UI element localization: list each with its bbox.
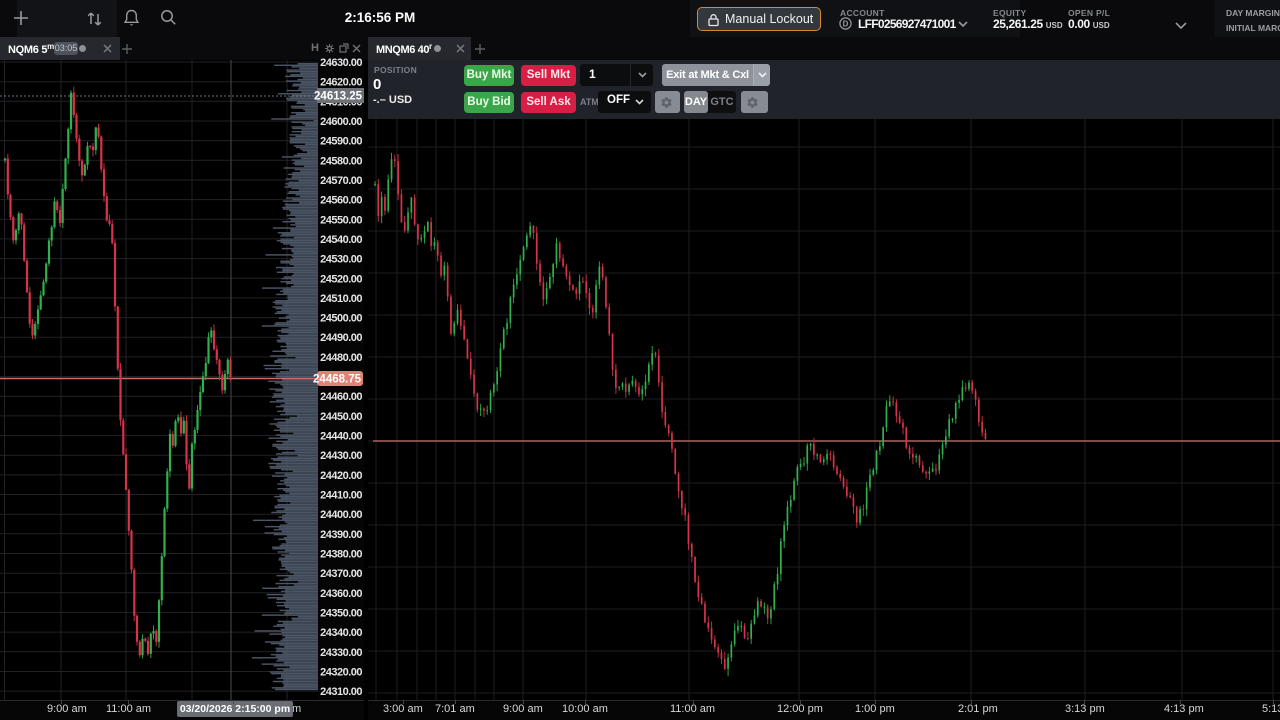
svg-text:24468.75: 24468.75 <box>313 374 362 386</box>
svg-text:24440.00: 24440.00 <box>320 431 362 443</box>
svg-text:24400.00: 24400.00 <box>320 509 362 521</box>
svg-text:24380.00: 24380.00 <box>320 549 362 561</box>
svg-text:24390.00: 24390.00 <box>320 529 362 541</box>
svg-text:24410.00: 24410.00 <box>320 490 362 502</box>
svg-text:24630.00: 24630.00 <box>320 57 362 69</box>
svg-text:24520.00: 24520.00 <box>320 273 362 285</box>
svg-text:24550.00: 24550.00 <box>320 214 362 226</box>
svg-text:24340.00: 24340.00 <box>320 627 362 639</box>
svg-text:24370.00: 24370.00 <box>320 568 362 580</box>
svg-text:24620.00: 24620.00 <box>320 77 362 89</box>
svg-text:24560.00: 24560.00 <box>320 195 362 207</box>
svg-text:24310.00: 24310.00 <box>320 686 362 698</box>
svg-text:24350.00: 24350.00 <box>320 608 362 620</box>
svg-text:24330.00: 24330.00 <box>320 647 362 659</box>
svg-text:24600.00: 24600.00 <box>320 116 362 128</box>
svg-text:24613.25: 24613.25 <box>314 91 363 103</box>
svg-text:24530.00: 24530.00 <box>320 254 362 266</box>
svg-text:24450.00: 24450.00 <box>320 411 362 423</box>
svg-text:24430.00: 24430.00 <box>320 450 362 462</box>
svg-text:24460.00: 24460.00 <box>320 391 362 403</box>
svg-text:24510.00: 24510.00 <box>320 293 362 305</box>
svg-text:D: D <box>843 19 849 28</box>
svg-text:24500.00: 24500.00 <box>320 313 362 325</box>
svg-text:24540.00: 24540.00 <box>320 234 362 246</box>
svg-text:24590.00: 24590.00 <box>320 136 362 148</box>
svg-text:24360.00: 24360.00 <box>320 588 362 600</box>
svg-text:24320.00: 24320.00 <box>320 667 362 679</box>
svg-text:24490.00: 24490.00 <box>320 332 362 344</box>
svg-text:24570.00: 24570.00 <box>320 175 362 187</box>
svg-text:24480.00: 24480.00 <box>320 352 362 364</box>
svg-text:24420.00: 24420.00 <box>320 470 362 482</box>
svg-text:24580.00: 24580.00 <box>320 155 362 167</box>
